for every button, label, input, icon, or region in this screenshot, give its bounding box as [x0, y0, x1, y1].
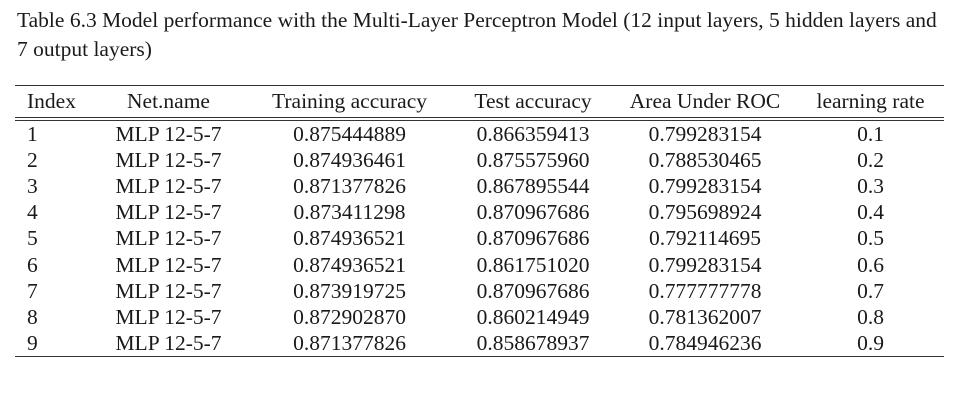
table-body: 1 MLP 12-5-7 0.875444889 0.866359413 0.79928… — [15, 119, 944, 357]
cell-learning-rate: 0.5 — [857, 226, 884, 251]
cell-net-name: MLP 12-5-7 — [115, 304, 222, 329]
cell-test-accuracy: 0.875575960 — [476, 148, 590, 173]
cell-test-accuracy: 0.870967686 — [476, 200, 590, 225]
cell-training-accuracy: 0.871377826 — [293, 174, 406, 199]
table-header: Index Net.name Training accuracy Test ac… — [15, 85, 944, 121]
table-row: 7 MLP 12-5-7 0.873919725 0.870967686 0.77777… — [15, 278, 944, 304]
cell-test-accuracy: 0.870967686 — [476, 226, 590, 251]
header-area-under-roc: Area Under ROC — [613, 85, 797, 121]
cell-area-under-roc: 0.781362007 — [648, 304, 762, 329]
cell-area-under-roc: 0.795698924 — [648, 200, 762, 225]
cell-index: 5 — [27, 226, 38, 251]
cell-area-under-roc: 0.784946236 — [613, 329, 797, 357]
cell-index: 4 — [27, 200, 38, 225]
cell-test-accuracy: 0.867895544 — [476, 174, 590, 199]
cell-test-accuracy: 0.858678937 — [453, 329, 613, 357]
cell-index: 7 — [27, 278, 38, 303]
cell-area-under-roc: 0.799283154 — [648, 252, 762, 277]
table-row: 9 MLP 12-5-7 0.871377826 0.858678937 0.78494… — [15, 329, 944, 357]
cell-net-name: MLP 12-5-7 — [115, 252, 222, 277]
cell-test-accuracy: 0.861751020 — [476, 252, 590, 277]
header-index: Index — [15, 85, 91, 121]
cell-learning-rate: 0.9 — [797, 329, 944, 357]
cell-learning-rate: 0.7 — [857, 278, 884, 303]
cell-net-name: MLP 12-5-7 — [115, 148, 222, 173]
header-net-name: Net.name — [91, 85, 246, 121]
cell-area-under-roc: 0.799283154 — [648, 174, 762, 199]
cell-test-accuracy: 0.870967686 — [476, 278, 590, 303]
cell-net-name: MLP 12-5-7 — [115, 200, 222, 225]
cell-learning-rate: 0.8 — [857, 304, 884, 329]
cell-net-name: MLP 12-5-7 — [115, 174, 222, 199]
cell-index: 8 — [27, 304, 38, 329]
table-row: 4 MLP 12-5-7 0.873411298 0.870967686 0.79569… — [15, 199, 944, 225]
cell-area-under-roc: 0.777777778 — [648, 278, 762, 303]
cell-training-accuracy: 0.874936461 — [293, 148, 406, 173]
header-learning-rate: learning rate — [797, 85, 944, 121]
cell-index: 3 — [27, 174, 38, 199]
cell-training-accuracy: 0.872902870 — [293, 304, 406, 329]
cell-test-accuracy: 0.860214949 — [476, 304, 590, 329]
cell-net-name: MLP 12-5-7 — [115, 278, 222, 303]
cell-learning-rate: 0.3 — [857, 174, 884, 199]
cell-index: 2 — [27, 148, 38, 173]
cell-training-accuracy: 0.874936521 — [293, 226, 406, 251]
cell-area-under-roc: 0.788530465 — [648, 148, 762, 173]
header-row: Index Net.name Training accuracy Test ac… — [15, 85, 944, 121]
header-test-accuracy: Test accuracy — [453, 85, 613, 121]
table-row: 8 MLP 12-5-7 0.872902870 0.860214949 0.78136… — [15, 304, 944, 330]
table-row: 3 MLP 12-5-7 0.871377826 0.867895544 0.79928… — [15, 173, 944, 199]
cell-learning-rate: 0.4 — [857, 200, 884, 225]
cell-index: 6 — [27, 252, 38, 277]
cell-training-accuracy: 0.873411298 — [293, 200, 406, 225]
cell-index: 1 — [27, 122, 38, 147]
cell-learning-rate: 0.2 — [857, 148, 884, 173]
cell-training-accuracy: 0.875444889 — [293, 122, 406, 147]
table-row: 2 MLP 12-5-7 0.874936461 0.875575960 0.78853… — [15, 147, 944, 173]
table-row: 6 MLP 12-5-7 0.874936521 0.861751020 0.79928… — [15, 251, 944, 277]
cell-net-name: MLP 12-5-7 — [115, 226, 222, 251]
table-caption: Table 6.3 Model performance with the Mul… — [17, 8, 937, 61]
cell-area-under-roc: 0.792114695 — [648, 226, 762, 251]
cell-index: 9 — [15, 329, 91, 357]
header-training-accuracy: Training accuracy — [246, 85, 453, 121]
results-table: Index Net.name Training accuracy Test ac… — [15, 85, 944, 357]
cell-training-accuracy: 0.873919725 — [293, 278, 406, 303]
cell-net-name: MLP 12-5-7 — [91, 329, 246, 357]
table-row: 1 MLP 12-5-7 0.875444889 0.866359413 0.79928… — [15, 119, 944, 147]
cell-test-accuracy: 0.866359413 — [476, 122, 590, 147]
cell-learning-rate: 0.1 — [857, 122, 884, 147]
cell-net-name: MLP 12-5-7 — [115, 122, 222, 147]
cell-area-under-roc: 0.799283154 — [648, 122, 762, 147]
table-row: 5 MLP 12-5-7 0.874936521 0.870967686 0.79211… — [15, 225, 944, 251]
cell-learning-rate: 0.6 — [857, 252, 884, 277]
cell-training-accuracy: 0.871377826 — [246, 329, 453, 357]
cell-training-accuracy: 0.874936521 — [293, 252, 406, 277]
